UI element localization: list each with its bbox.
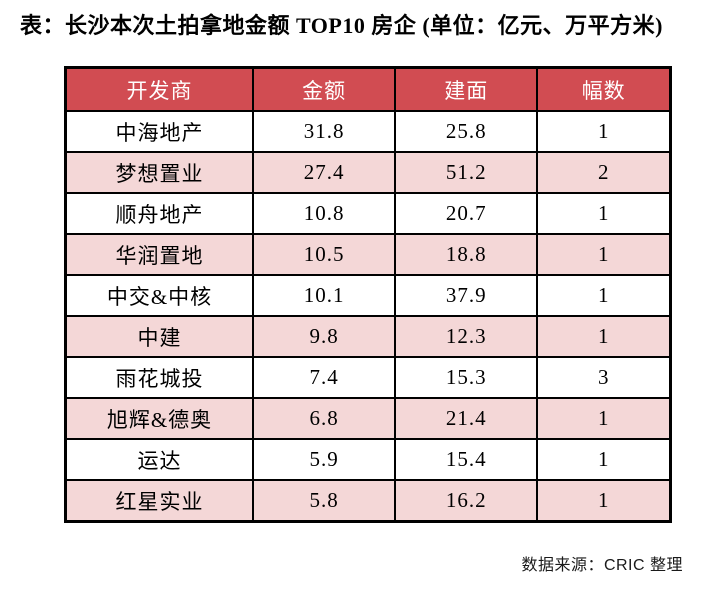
cell-plots: 1: [536, 438, 672, 481]
cell-amount: 10.1: [252, 274, 397, 317]
cell-area: 20.7: [394, 192, 539, 235]
cell-plots: 1: [536, 397, 672, 440]
table-row: 旭辉&德奥 6.8 21.4 1: [64, 397, 672, 440]
table-row: 梦想置业 27.4 51.2 2: [64, 151, 672, 194]
column-header-plots: 幅数: [536, 66, 672, 112]
cell-area: 18.8: [394, 233, 539, 276]
cell-developer: 中交&中核: [64, 274, 255, 317]
cell-amount: 7.4: [252, 356, 397, 399]
cell-developer: 华润置地: [64, 233, 255, 276]
cell-plots: 2: [536, 151, 672, 194]
cell-developer: 红星实业: [64, 479, 255, 523]
table-row: 顺舟地产 10.8 20.7 1: [64, 192, 672, 235]
cell-plots: 1: [536, 479, 672, 523]
table-row: 中建 9.8 12.3 1: [64, 315, 672, 358]
table-body: 中海地产 31.8 25.8 1 梦想置业 27.4 51.2 2 顺舟地产 10.8 20.7 1 华…: [64, 110, 672, 523]
table-row: 雨花城投 7.4 15.3 3: [64, 356, 672, 399]
table-row: 华润置地 10.5 18.8 1: [64, 233, 672, 276]
table-row: 中海地产 31.8 25.8 1: [64, 110, 672, 153]
cell-amount: 10.5: [252, 233, 397, 276]
cell-amount: 5.9: [252, 438, 397, 481]
table-row: 运达 5.9 15.4 1: [64, 438, 672, 481]
cell-plots: 1: [536, 233, 672, 276]
cell-area: 15.4: [394, 438, 539, 481]
cell-area: 12.3: [394, 315, 539, 358]
column-header-amount: 金额: [252, 66, 397, 112]
cell-amount: 5.8: [252, 479, 397, 523]
cell-plots: 1: [536, 110, 672, 153]
cell-area: 15.3: [394, 356, 539, 399]
cell-area: 21.4: [394, 397, 539, 440]
cell-plots: 1: [536, 192, 672, 235]
cell-developer: 运达: [64, 438, 255, 481]
column-header-developer: 开发商: [64, 66, 255, 112]
cell-developer: 雨花城投: [64, 356, 255, 399]
cell-plots: 1: [536, 315, 672, 358]
data-source-note: 数据来源：CRIC 整理: [521, 557, 683, 574]
cell-developer: 中建: [64, 315, 255, 358]
table-row: 中交&中核 10.1 37.9 1: [64, 274, 672, 317]
cell-developer: 梦想置业: [64, 151, 255, 194]
land-auction-table: 开发商 金额 建面 幅数 中海地产 31.8 25.8 1 梦想置业 27.4 51.2 2 顺…: [64, 66, 672, 523]
cell-amount: 31.8: [252, 110, 397, 153]
cell-area: 25.8: [394, 110, 539, 153]
cell-amount: 9.8: [252, 315, 397, 358]
cell-amount: 10.8: [252, 192, 397, 235]
table-header-row: 开发商 金额 建面 幅数: [64, 66, 672, 112]
cell-area: 37.9: [394, 274, 539, 317]
cell-developer: 旭辉&德奥: [64, 397, 255, 440]
cell-developer: 中海地产: [64, 110, 255, 153]
cell-area: 16.2: [394, 479, 539, 523]
cell-plots: 1: [536, 274, 672, 317]
cell-developer: 顺舟地产: [64, 192, 255, 235]
cell-amount: 27.4: [252, 151, 397, 194]
cell-amount: 6.8: [252, 397, 397, 440]
column-header-area: 建面: [394, 66, 539, 112]
page-title: 表：长沙本次土拍拿地金额 TOP10 房企 (单位：亿元、万平方米): [20, 13, 663, 38]
cell-plots: 3: [536, 356, 672, 399]
table-row: 红星实业 5.8 16.2 1: [64, 479, 672, 523]
cell-area: 51.2: [394, 151, 539, 194]
